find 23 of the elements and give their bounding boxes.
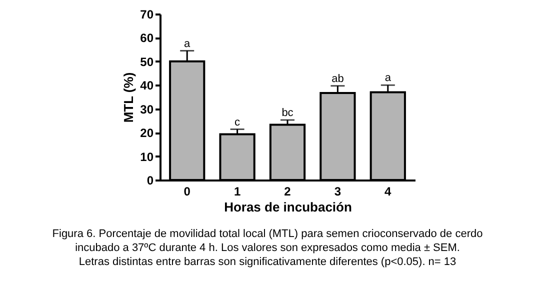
annotation: a (184, 38, 192, 50)
x-tick-label: 0 (184, 184, 191, 198)
y-tick-label: 0 (146, 174, 154, 188)
y-tick-label: 60 (140, 31, 154, 46)
annotation: bc (282, 107, 294, 120)
y-tick-label: 20 (140, 126, 154, 140)
text: Letras distintas entre barras son significativamente diferentes (p<0.05). n= 13 (78, 256, 456, 268)
x-tick-label: 4 (384, 184, 392, 198)
text: Figura 6. Porcentaje de movilidad total local (MTL) para semen crioconservado de cerdo (52, 228, 483, 240)
y-tick-label: 40 (140, 78, 154, 93)
y-tick-label: 10 (140, 150, 154, 164)
annotation: ab (332, 72, 344, 85)
annotation: a (384, 72, 392, 84)
y-axis-title: MTL (%) (121, 72, 136, 123)
y-tick-label: 50 (140, 54, 154, 69)
x-tick-label: 3 (334, 184, 342, 198)
text: incubado a 37ºC durante 4 h. Los valores son expresados como media ± SEM. (75, 242, 460, 254)
y-tick-label: 70 (140, 8, 154, 22)
annotation: c (234, 116, 241, 128)
x-tick-label: 2 (284, 184, 292, 198)
x-axis-title: Horas de incubación (224, 200, 352, 214)
y-tick-label: 30 (140, 102, 154, 116)
x-tick-label: 1 (234, 184, 241, 198)
